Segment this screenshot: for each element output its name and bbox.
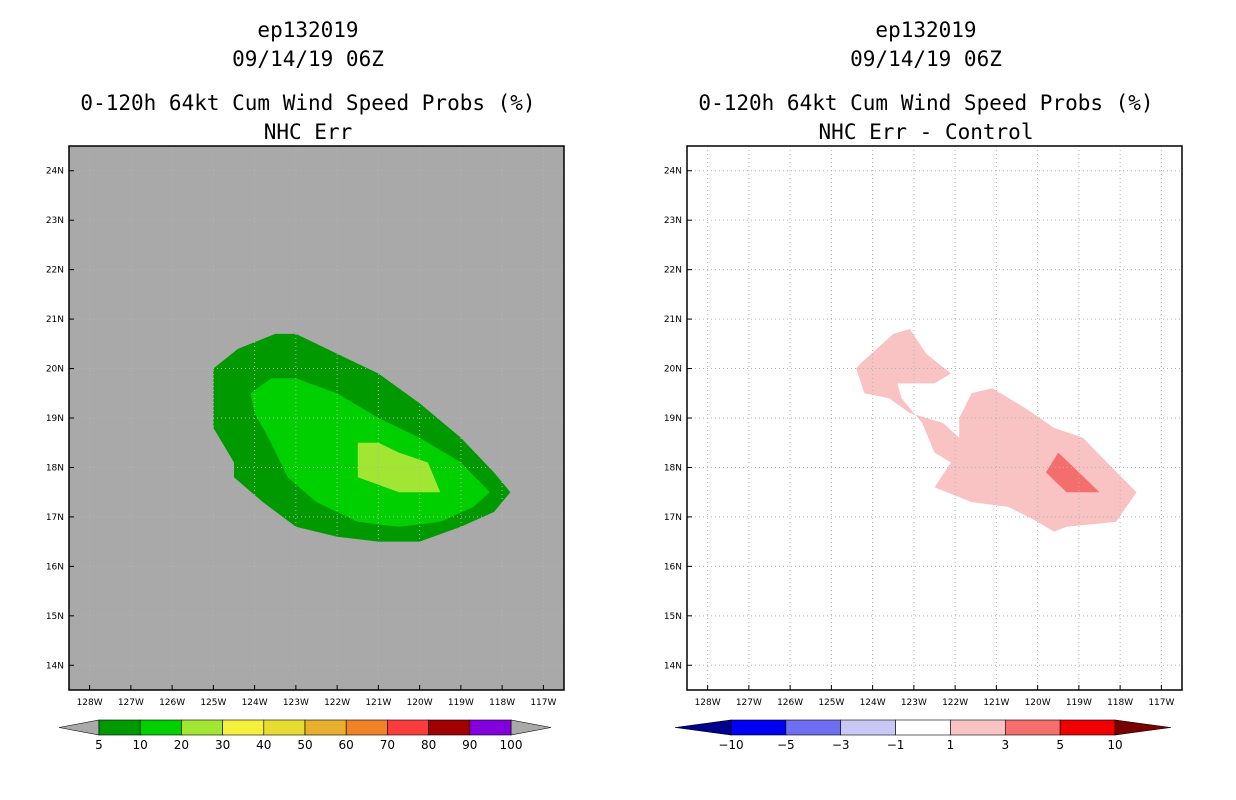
left-contour-20	[357, 442, 441, 493]
right-x-tick-label: 126W	[777, 698, 803, 708]
right-colorbar-swatch	[1059, 719, 1116, 736]
right-x-tick-label: 128W	[695, 698, 721, 708]
left-x-tick-label: 121W	[365, 698, 391, 708]
right-colorbar-swatch	[730, 719, 787, 736]
left-title-line1: ep132019	[257, 18, 359, 42]
left-x-tick-label: 119W	[448, 698, 474, 708]
left-colorbar-label: 40	[256, 738, 271, 752]
left-y-tick-label: 22N	[46, 266, 64, 276]
right-y-tick-label: 15N	[664, 612, 682, 622]
left-colorbar-label: 10	[133, 738, 148, 752]
left-colorbar-swatch	[181, 719, 223, 736]
left-colorbar-swatch	[304, 719, 347, 736]
left-colorbar-label: 50	[297, 738, 312, 752]
left-y-tick-label: 20N	[46, 365, 64, 375]
left-x-tick-label: 123W	[283, 698, 309, 708]
right-colorbar-label: −5	[777, 738, 795, 752]
left-colorbar-swatch	[387, 719, 429, 736]
right-colorbar-under-arrow	[674, 719, 732, 736]
left-y-tick-label: 15N	[46, 612, 64, 622]
left-y-tick-label: 21N	[46, 315, 64, 325]
left-probability-map: 128W 127W 126W 125W 124W 123W 122W 121W 120W 119W…	[46, 145, 565, 752]
right-x-tick-label: 118W	[1107, 698, 1133, 708]
right-y-tick-label: 22N	[664, 266, 682, 276]
left-title-line3: 0-120h 64kt Cum Wind Speed Probs (%)	[80, 91, 536, 115]
left-colorbar-label: 60	[339, 738, 354, 752]
right-title-line1: ep132019	[875, 18, 977, 42]
left-y-tick-label: 19N	[46, 414, 64, 424]
left-title-line2: 09/14/19 06Z	[232, 47, 384, 71]
left-colorbar-swatch	[98, 719, 141, 736]
right-y-tick-label: 17N	[664, 513, 682, 523]
left-y-tick-label: 23N	[46, 216, 64, 226]
right-y-tick-label: 14N	[664, 661, 682, 671]
right-title-line4: NHC Err - Control	[818, 120, 1034, 144]
left-colorbar-label: 70	[380, 738, 395, 752]
right-colorbar-swatch	[950, 719, 1006, 736]
left-x-tick-label: 128W	[77, 698, 103, 708]
left-y-tick-label: 16N	[46, 562, 64, 572]
left-colorbar-label: 100	[500, 738, 523, 752]
left-colorbar-swatch	[263, 719, 306, 736]
right-y-tick-label: 19N	[664, 414, 682, 424]
left-colorbar-label: 30	[215, 738, 230, 752]
right-colorbar-swatch	[840, 719, 896, 736]
left-y-tick-label: 18N	[46, 463, 64, 473]
right-y-tick-label: 18N	[664, 463, 682, 473]
left-colorbar-swatch	[428, 719, 471, 736]
left-colorbar-swatch	[139, 719, 182, 736]
right-y-tick-label: 24N	[664, 167, 682, 177]
right-title-line3: 0-120h 64kt Cum Wind Speed Probs (%)	[698, 91, 1154, 115]
right-y-tick-label: 23N	[664, 216, 682, 226]
right-x-tick-label: 122W	[942, 698, 968, 708]
right-x-tick-label: 120W	[1025, 698, 1051, 708]
right-colorbar-swatch	[1004, 719, 1061, 736]
right-y-tick-label: 20N	[664, 365, 682, 375]
right-colorbar-label: 1	[947, 738, 955, 752]
right-colorbar-label: 10	[1107, 738, 1122, 752]
right-colorbar-swatch	[785, 719, 842, 736]
left-x-tick-label: 120W	[407, 698, 433, 708]
right-x-tick-label: 127W	[736, 698, 762, 708]
right-y-tick-label: 21N	[664, 315, 682, 325]
left-colorbar-under-arrow	[58, 719, 100, 736]
left-x-tick-label: 118W	[489, 698, 515, 708]
right-colorbar-label: −1	[887, 738, 905, 752]
right-x-tick-label: 125W	[818, 698, 844, 708]
left-colorbar-label: 5	[95, 738, 103, 752]
left-x-tick-label: 124W	[242, 698, 268, 708]
right-x-tick-label: 119W	[1066, 698, 1092, 708]
left-colorbar-over-arrow	[510, 719, 552, 736]
right-x-tick-label: 117W	[1148, 698, 1174, 708]
left-title-line4: NHC Err	[263, 120, 353, 144]
left-colorbar-swatch	[469, 719, 512, 736]
right-colorbar-label: 5	[1056, 738, 1064, 752]
right-x-tick-label: 124W	[860, 698, 886, 708]
left-x-tick-label: 126W	[159, 698, 185, 708]
left-x-tick-label: 125W	[200, 698, 226, 708]
left-colorbar-swatch	[222, 719, 265, 736]
left-colorbar-swatch	[345, 719, 388, 736]
right-colorbar-over-arrow	[1114, 719, 1172, 736]
left-colorbar-label: 20	[174, 738, 189, 752]
left-colorbar-label: 90	[462, 738, 477, 752]
left-x-tick-label: 122W	[324, 698, 350, 708]
left-y-tick-label: 24N	[46, 167, 64, 177]
right-colorbar-swatch	[895, 719, 951, 736]
right-colorbar-label: −3	[832, 738, 850, 752]
right-y-tick-label: 16N	[664, 562, 682, 572]
right-x-tick-label: 123W	[901, 698, 927, 708]
left-y-tick-label: 14N	[46, 661, 64, 671]
right-title-line2: 09/14/19 06Z	[850, 47, 1002, 71]
right-difference-map: 128W 127W 126W 125W 124W 123W 122W 121W 120W 119W…	[664, 145, 1183, 752]
right-contour-3	[1045, 452, 1100, 493]
right-colorbar-label: −10	[718, 738, 743, 752]
left-x-tick-label: 127W	[118, 698, 144, 708]
left-x-tick-label: 117W	[530, 698, 556, 708]
right-x-tick-label: 121W	[983, 698, 1009, 708]
left-colorbar-label: 80	[421, 738, 436, 752]
right-colorbar-label: 3	[1001, 738, 1009, 752]
left-y-tick-label: 17N	[46, 513, 64, 523]
